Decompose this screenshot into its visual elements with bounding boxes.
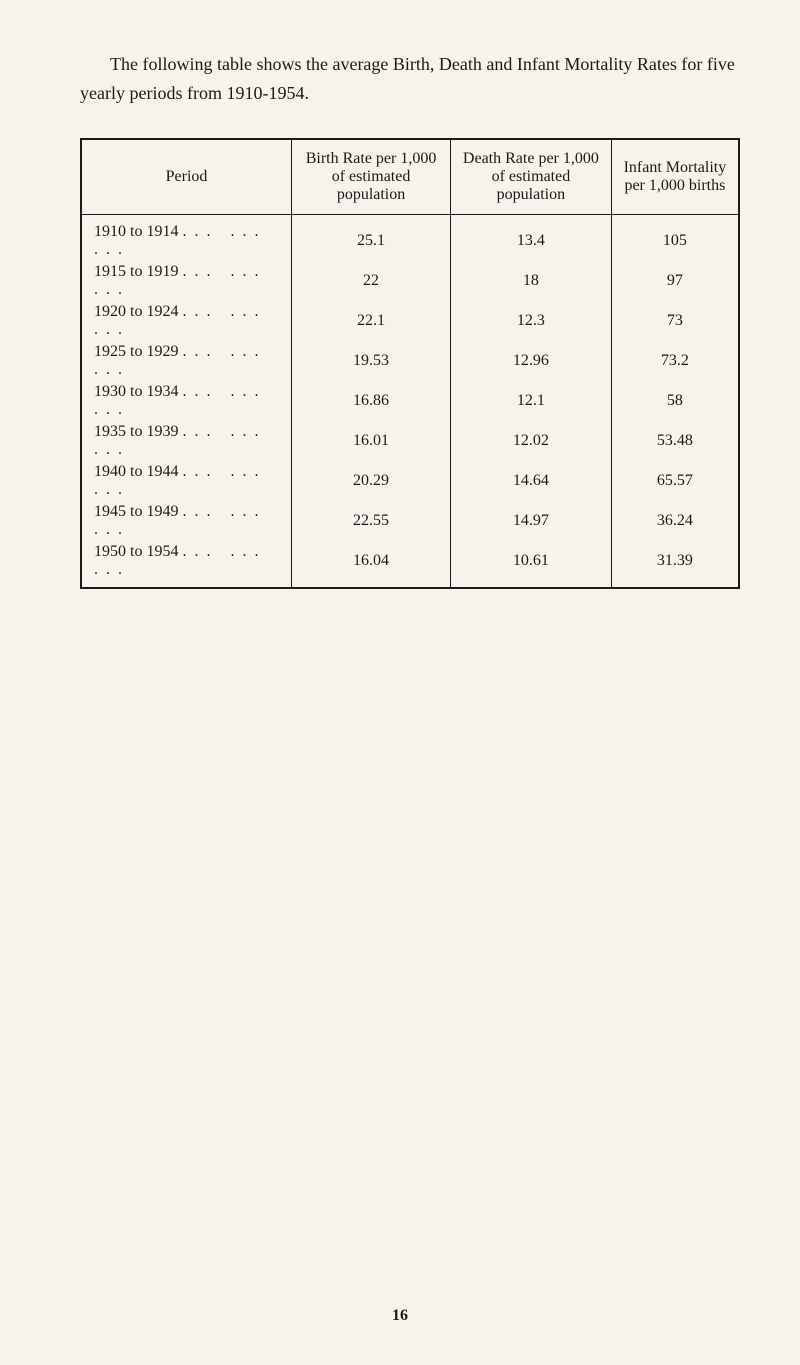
cell-birth: 16.04 [292,541,451,588]
page-number: 16 [392,1307,408,1325]
cell-infant: 53.48 [611,421,739,461]
cell-birth: 20.29 [292,461,451,501]
table-row: 1925 to 1929 ... ... ...19.5312.9673.2 [81,341,739,381]
cell-death: 18 [451,261,612,301]
table-row: 1935 to 1939 ... ... ...16.0112.0253.48 [81,421,739,461]
cell-death: 10.61 [451,541,612,588]
cell-infant: 105 [611,214,739,261]
cell-period: 1915 to 1919 ... ... ... [81,261,292,301]
cell-infant: 36.24 [611,501,739,541]
cell-period: 1950 to 1954 ... ... ... [81,541,292,588]
cell-birth: 22 [292,261,451,301]
cell-birth: 19.53 [292,341,451,381]
intro-paragraph: The following table shows the average Bi… [80,50,740,108]
cell-infant: 97 [611,261,739,301]
cell-death: 14.64 [451,461,612,501]
cell-death: 13.4 [451,214,612,261]
cell-infant: 31.39 [611,541,739,588]
col-infant-mortality: Infant Mortality per 1,000 births [611,139,739,215]
table-row: 1945 to 1949 ... ... ...22.5514.9736.24 [81,501,739,541]
cell-period: 1910 to 1914 ... ... ... [81,214,292,261]
table-row: 1950 to 1954 ... ... ...16.0410.6131.39 [81,541,739,588]
table-row: 1930 to 1934 ... ... ...16.8612.158 [81,381,739,421]
cell-birth: 16.86 [292,381,451,421]
cell-death: 14.97 [451,501,612,541]
table-row: 1915 to 1919 ... ... ...221897 [81,261,739,301]
cell-death: 12.02 [451,421,612,461]
table-row: 1920 to 1924 ... ... ...22.112.373 [81,301,739,341]
cell-period: 1930 to 1934 ... ... ... [81,381,292,421]
cell-infant: 73.2 [611,341,739,381]
cell-death: 12.96 [451,341,612,381]
col-birth-rate: Birth Rate per 1,000 of estimated popula… [292,139,451,215]
mortality-table: Period Birth Rate per 1,000 of estimated… [80,138,740,589]
cell-birth: 25.1 [292,214,451,261]
cell-infant: 73 [611,301,739,341]
cell-period: 1925 to 1929 ... ... ... [81,341,292,381]
cell-birth: 22.55 [292,501,451,541]
cell-period: 1945 to 1949 ... ... ... [81,501,292,541]
col-period: Period [81,139,292,215]
table-header-row: Period Birth Rate per 1,000 of estimated… [81,139,739,215]
cell-death: 12.3 [451,301,612,341]
table-row: 1910 to 1914 ... ... ...25.113.4105 [81,214,739,261]
cell-period: 1940 to 1944 ... ... ... [81,461,292,501]
col-death-rate: Death Rate per 1,000 of estimated popula… [451,139,612,215]
cell-period: 1920 to 1924 ... ... ... [81,301,292,341]
cell-birth: 22.1 [292,301,451,341]
cell-death: 12.1 [451,381,612,421]
table-row: 1940 to 1944 ... ... ...20.2914.6465.57 [81,461,739,501]
cell-period: 1935 to 1939 ... ... ... [81,421,292,461]
table-body: 1910 to 1914 ... ... ...25.113.41051915 … [81,214,739,588]
cell-birth: 16.01 [292,421,451,461]
cell-infant: 58 [611,381,739,421]
cell-infant: 65.57 [611,461,739,501]
